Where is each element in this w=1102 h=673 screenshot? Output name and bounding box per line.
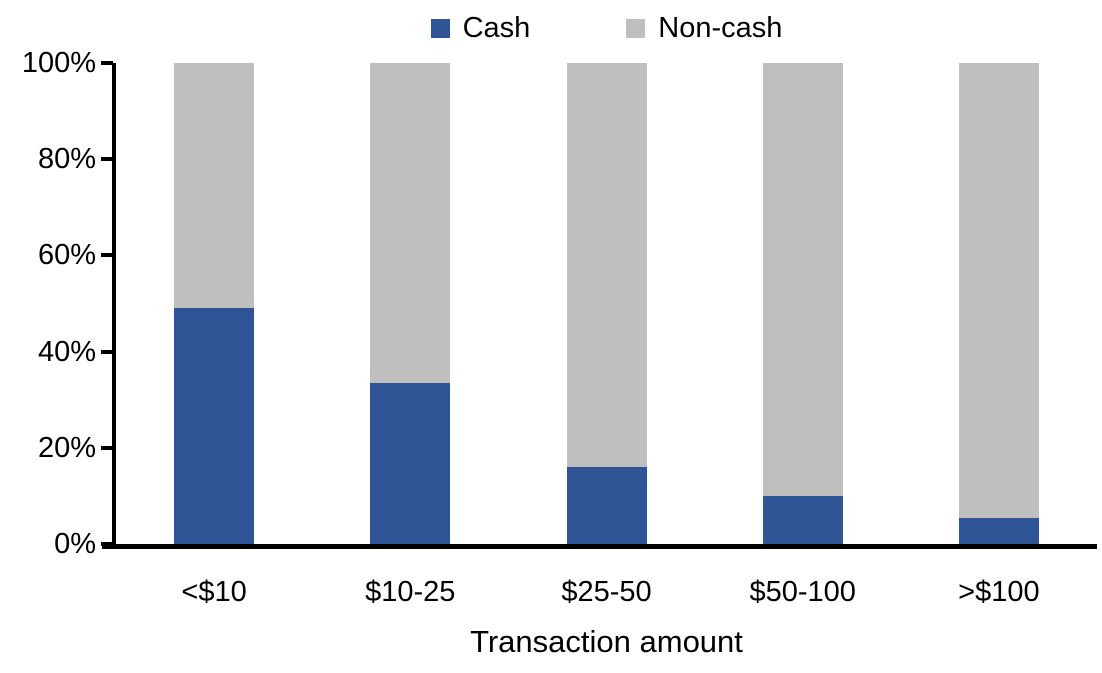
y-axis-tick-label: 20% (37, 431, 96, 464)
bar-segment-cash (566, 467, 647, 544)
y-axis-tick-label: 100% (21, 47, 96, 79)
legend-item-non-cash: Non-cash (626, 11, 783, 44)
y-axis-tick (101, 349, 113, 354)
legend-swatch-icon (626, 18, 646, 38)
y-axis-tick-label: 0% (54, 528, 96, 560)
y-axis-tick (101, 157, 113, 162)
bar-segment-non-cash (174, 63, 255, 309)
bar-segment-non-cash (566, 63, 647, 468)
bar-segment-cash (958, 517, 1039, 544)
y-axis-tick-label: 60% (37, 239, 96, 272)
bar-segment-cash (370, 382, 451, 544)
x-axis-tick-label: >$100 (958, 576, 1040, 608)
y-axis-tick-label: 40% (37, 335, 96, 368)
bar-segment-non-cash (958, 63, 1039, 518)
x-axis-tick-label: $10-25 (365, 576, 456, 608)
y-axis-line (112, 63, 116, 549)
x-axis-title: Transaction amount (470, 624, 743, 659)
y-axis-tick (101, 445, 113, 450)
x-axis-tick-label: $25-50 (561, 576, 652, 608)
x-axis-tick-label: <$10 (181, 576, 247, 608)
chart-legend: Cash Non-cash (116, 8, 1097, 48)
legend-item-cash: Cash (430, 11, 531, 44)
bar-segment-non-cash (762, 63, 843, 496)
y-axis-tick-label: 80% (37, 143, 96, 176)
y-axis-tick (101, 61, 113, 65)
bar-segment-cash (174, 308, 255, 544)
bar-segment-non-cash (370, 63, 451, 383)
y-axis-tick (101, 542, 113, 546)
y-axis-tick (101, 253, 113, 258)
legend-swatch-icon (430, 18, 450, 38)
legend-label: Non-cash (658, 11, 783, 44)
x-axis-line (102, 544, 1097, 549)
x-axis-tick-label: $50-100 (749, 576, 856, 608)
bar-segment-cash (762, 495, 843, 544)
legend-label: Cash (462, 11, 531, 44)
